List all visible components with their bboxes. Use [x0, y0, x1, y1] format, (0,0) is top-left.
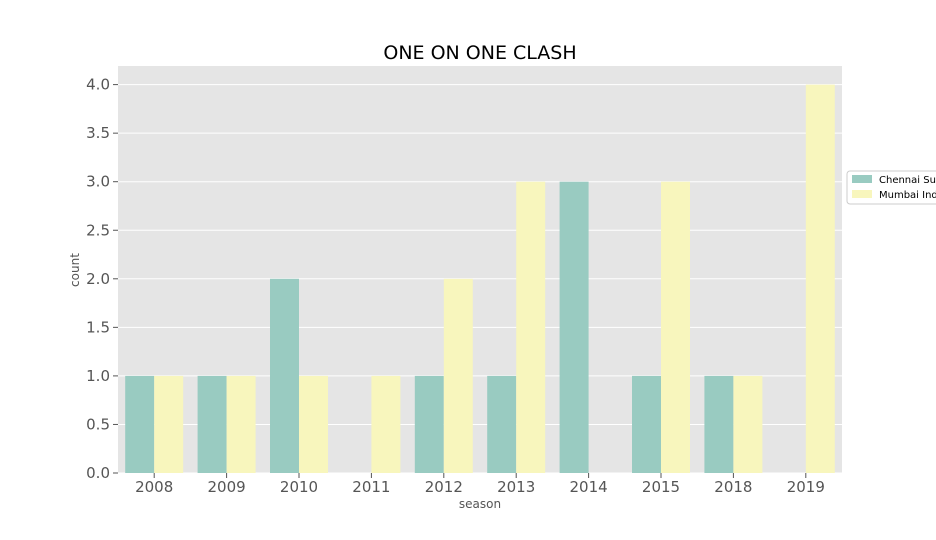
x-tick-label: 2011 — [352, 478, 390, 496]
y-axis-label: count — [68, 253, 82, 287]
legend-label: Chennai Su — [879, 175, 936, 186]
x-tick-label: 2009 — [208, 478, 246, 496]
legend-swatch — [852, 175, 872, 183]
bar — [443, 278, 473, 473]
bar — [487, 375, 517, 473]
chart-title: ONE ON ONE CLASH — [383, 42, 576, 64]
bar — [805, 84, 835, 473]
y-tick-label: 3.0 — [86, 173, 110, 191]
legend: Chennai Su Mumbai Ind — [846, 170, 936, 205]
x-tick-label: 2018 — [714, 478, 752, 496]
bar — [299, 375, 328, 473]
bar — [125, 375, 155, 473]
y-tick-label: 0.5 — [86, 415, 110, 433]
y-tick-label: 4.0 — [86, 76, 110, 94]
legend-swatch — [852, 190, 872, 198]
x-tick-label: 2010 — [280, 478, 318, 496]
y-tick-label: 1.5 — [86, 318, 110, 336]
bar — [154, 375, 184, 473]
bar — [226, 375, 256, 473]
y-tick-label: 0.0 — [86, 464, 110, 482]
bar — [197, 375, 227, 473]
x-tick-label: 2014 — [570, 478, 608, 496]
x-axis-label: season — [459, 497, 501, 511]
bar — [516, 181, 546, 473]
bars — [125, 84, 835, 473]
bar — [733, 375, 763, 473]
bar — [414, 375, 444, 473]
bar — [559, 181, 589, 473]
bar — [270, 278, 299, 473]
bar — [371, 375, 401, 473]
y-tick-label: 1.0 — [86, 367, 110, 385]
x-tick-label: 2015 — [642, 478, 680, 496]
y-tick-label: 2.5 — [86, 221, 110, 239]
x-tick-label: 2019 — [787, 478, 825, 496]
x-tick-label: 2008 — [135, 478, 173, 496]
y-axis-ticks: 0.0 0.5 1.0 1.5 2.0 2.5 3.0 3.5 4.0 — [86, 76, 118, 482]
bar — [632, 375, 661, 473]
bar — [661, 181, 690, 473]
x-axis-ticks: 2008 2009 2010 2011 2012 2013 2014 2015 2018 2019 — [135, 473, 825, 496]
y-tick-label: 2.0 — [86, 270, 110, 288]
legend-label: Mumbai Ind — [879, 190, 936, 201]
x-tick-label: 2013 — [497, 478, 535, 496]
bar — [704, 375, 734, 473]
y-tick-label: 3.5 — [86, 124, 110, 142]
x-tick-label: 2012 — [425, 478, 463, 496]
